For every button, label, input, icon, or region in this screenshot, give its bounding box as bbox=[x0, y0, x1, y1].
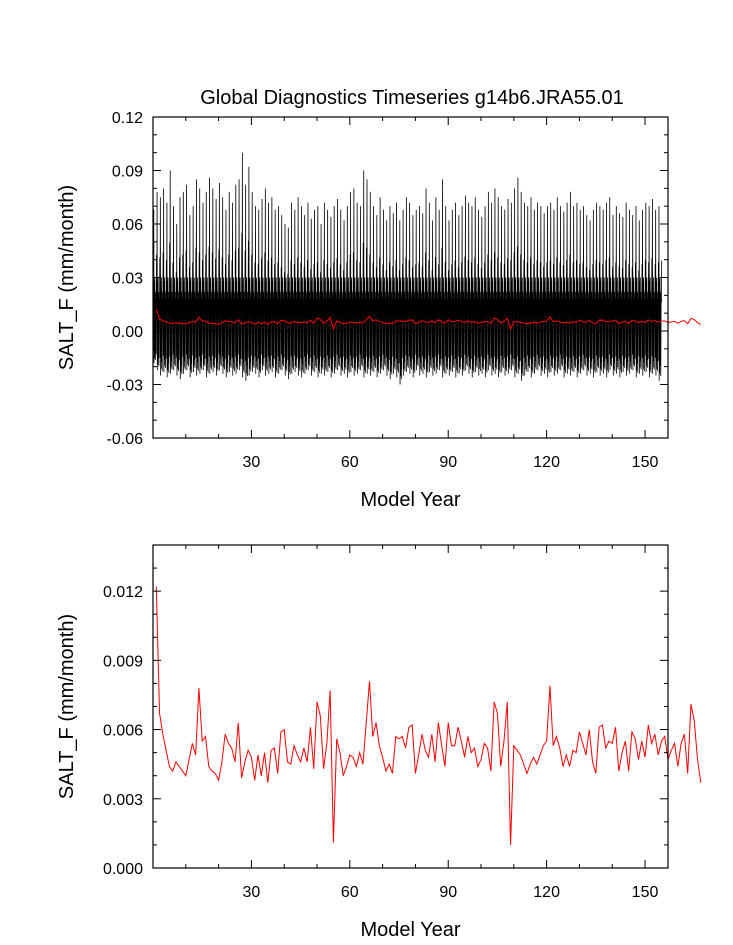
x-tick-label: 150 bbox=[632, 454, 659, 471]
x-axis-label: Model Year bbox=[360, 919, 460, 941]
y-tick-label: 0.12 bbox=[112, 110, 143, 127]
y-tick-label: 0.00 bbox=[112, 324, 143, 341]
y-tick-label: 0.003 bbox=[103, 792, 143, 809]
plot-frame bbox=[152, 544, 669, 869]
x-tick-label: 30 bbox=[243, 884, 261, 901]
x-tick-label: 60 bbox=[341, 884, 359, 901]
x-tick-label: 120 bbox=[533, 454, 560, 471]
series-annual-mean-line bbox=[155, 586, 702, 845]
y-tick-label: 0.09 bbox=[112, 164, 143, 181]
x-tick-label: 150 bbox=[632, 884, 659, 901]
y-axis-label: SALT_F (mm/month) bbox=[56, 185, 78, 370]
bottom-panel: 0.000 0.003 0.006 0.009 0.012 30 60 90 120 150 Mod… bbox=[56, 544, 702, 941]
top-panel: -0.06 -0.03 0.00 0.03 0.06 0.09 0.12 30 60 90 120 1… bbox=[56, 110, 702, 511]
x-tick-label: 90 bbox=[439, 884, 457, 901]
chart-title: Global Diagnostics Timeseries g14b6.JRA5… bbox=[200, 87, 624, 109]
x-tick-label: 120 bbox=[533, 884, 560, 901]
y-tick-label: 0.006 bbox=[103, 723, 143, 740]
y-tick-label: 0.03 bbox=[112, 271, 143, 288]
x-axis-label: Model Year bbox=[360, 489, 460, 511]
y-tick-label: -0.06 bbox=[107, 431, 144, 448]
series-monthly-line bbox=[152, 152, 663, 385]
y-tick-label: 0.012 bbox=[103, 584, 143, 601]
x-tick-label: 30 bbox=[243, 454, 261, 471]
y-tick-label: 0.000 bbox=[103, 861, 143, 878]
y-tick-label: 0.009 bbox=[103, 653, 143, 670]
y-tick-label: 0.06 bbox=[112, 217, 143, 234]
y-axis-label: SALT_F (mm/month) bbox=[56, 614, 78, 799]
x-tick-label: 90 bbox=[439, 454, 457, 471]
y-tick-label: -0.03 bbox=[107, 378, 144, 395]
series-annual-mean-line bbox=[155, 309, 702, 331]
x-tick-label: 60 bbox=[341, 454, 359, 471]
